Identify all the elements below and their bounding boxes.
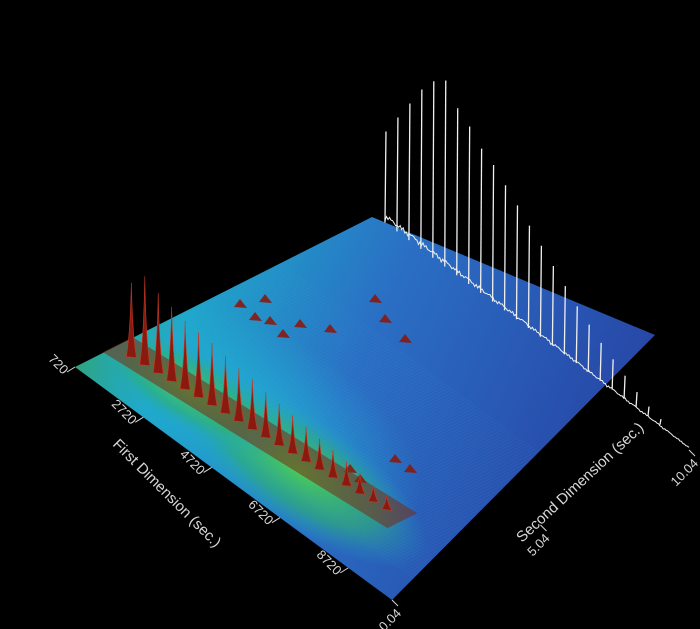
surface-dark-edge [75,367,392,600]
projection-peak [527,225,531,328]
x-tick-mark [271,517,281,524]
projection-peak [408,103,411,241]
peak [152,292,164,375]
projection-peak [432,81,435,258]
peak [206,342,218,407]
surface-spot [234,299,247,308]
projection-peak [635,392,638,408]
projection-peak [515,205,519,320]
projection-peak [611,359,614,390]
projection-peak [587,324,590,372]
projection-peak [420,89,423,249]
surface-streak [364,454,544,546]
peak [273,403,285,447]
projection-peak [396,117,399,232]
projection-peak [599,342,602,381]
peak [193,332,204,399]
surface-spot [399,334,412,343]
projection-peak [479,148,483,293]
y-tick-label: 0.04 [376,606,405,629]
projection-series [384,80,690,448]
surface-spot [249,312,262,321]
x-tick-mark [340,567,349,574]
projection-peak [623,375,626,399]
y-tick-mark [540,524,547,532]
y-tick-label: 10.04 [668,456,700,490]
surface-spot [404,464,417,473]
projection-peak [444,80,447,267]
peak [246,378,258,431]
peak [125,282,137,358]
surface-spot [259,294,272,303]
surface-spot [264,316,277,325]
surface-streak [367,456,546,547]
projection-peak [563,286,566,355]
projection-peak [575,306,578,364]
surface-spot [294,319,307,328]
surface-spot [324,324,337,333]
surface-peak-spots [234,294,417,483]
peak [300,426,312,463]
projection-peak [539,245,543,337]
x-tick-mark [66,366,76,373]
projection-peak [551,265,555,346]
projection-peak [384,131,387,223]
peak [139,276,151,367]
peak-series [102,276,418,529]
peak [367,484,379,503]
y-tick-mark [391,599,399,607]
peak [179,320,191,391]
projection-peak [491,165,495,302]
peak [166,306,178,383]
x-tick-mark [203,467,212,473]
projection-peak [647,406,650,416]
surface-spot [389,454,402,463]
peak [327,449,339,479]
projection-peak [659,419,662,425]
x-tick-label: 720 [46,351,72,377]
surface-spot [277,329,290,338]
y-tick-mark [688,449,696,457]
peak [287,415,299,455]
peak [220,355,231,415]
projection-peak [468,126,471,285]
surface-spot [379,314,392,323]
surface-streak [362,452,541,544]
peak [381,495,393,511]
x-tick-mark [135,416,144,423]
projection-peak [456,108,459,276]
peak [260,391,272,439]
peak [233,368,245,423]
projection-baseline [384,215,690,448]
peak [340,461,352,487]
peak [354,473,366,495]
projection-peak [503,185,507,311]
surface-spot [369,294,382,303]
peak [314,438,325,471]
